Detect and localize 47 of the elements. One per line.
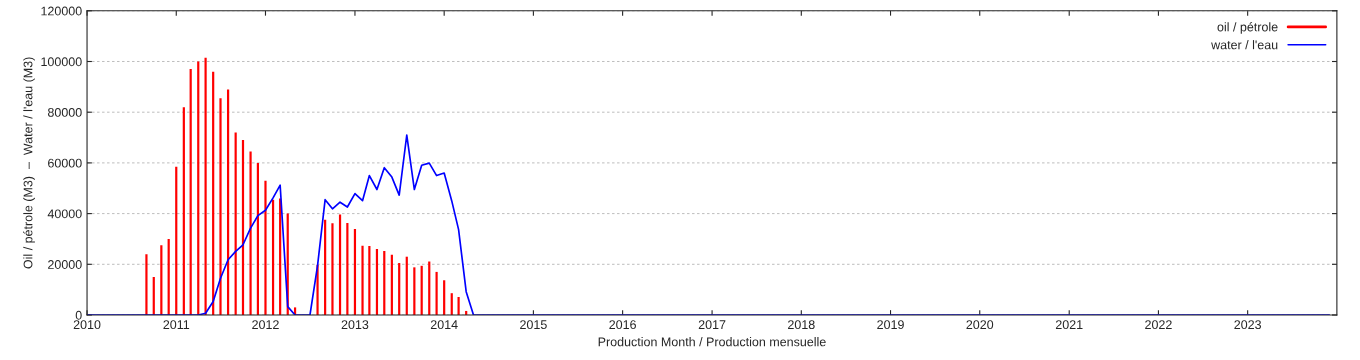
bar [145,254,148,315]
bar [375,249,379,315]
x-tick-label: 2021 [1055,320,1083,330]
bar [457,297,460,315]
bar [271,199,275,315]
bar [204,57,207,315]
bar [219,98,222,315]
bar [353,229,357,315]
x-tick-label: 2022 [1145,320,1172,330]
x-tick-label: 2018 [788,320,815,330]
bar [197,61,200,315]
bar [435,271,438,315]
bar [160,245,163,315]
x-tick-label: 2013 [341,320,369,330]
y-tick-label: 120000 [41,6,82,16]
legend-label: water / l'eau [1211,40,1278,50]
x-tick-label: 2023 [1234,320,1262,330]
bar [175,166,178,315]
bar [249,151,252,315]
bar [264,180,267,315]
bar [361,245,364,315]
bar [324,219,327,315]
x-tick-label: 2017 [698,320,726,330]
x-tick-label: 2012 [252,320,279,330]
y-tick-label: 20000 [48,260,82,269]
y-tick-label: 80000 [47,108,82,117]
x-axis-title: Production Month / Production mensuelle [598,337,826,347]
y-tick-label: 100000 [41,57,82,67]
bar [167,238,170,315]
x-tick-label: 2015 [520,320,547,330]
bar [346,222,349,315]
x-tick-label: 2014 [430,320,458,330]
bar [413,267,416,315]
x-tick-label: 2019 [877,320,904,330]
y-tick-label: 40000 [47,209,82,219]
y-tick-label: 60000 [48,158,82,168]
bar [331,223,334,315]
x-tick-label: 2011 [163,320,190,330]
y-axis-title: Oil / pétrole (M3) – Water / l'eau (M3) [23,57,35,269]
y-tick-label: 0 [75,310,82,320]
bar [189,69,192,315]
bar [338,214,342,315]
bar [182,107,185,315]
x-tick-label: 2010 [73,320,101,330]
legend-label: oil / pétrole [1217,22,1278,34]
x-tick-label: 2016 [609,320,636,330]
x-tick-label: 2020 [966,320,994,330]
